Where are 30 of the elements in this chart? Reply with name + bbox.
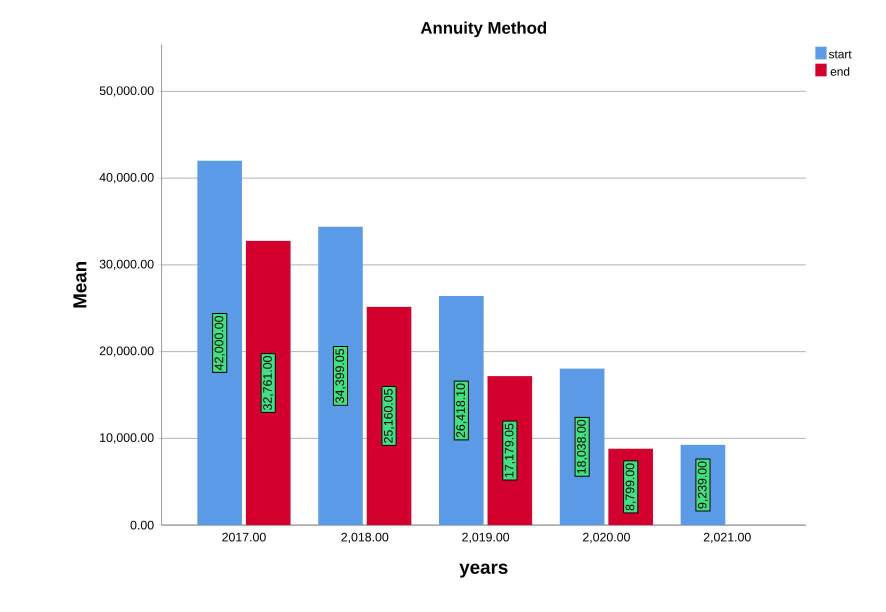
bar [439, 296, 484, 525]
x-tick-label: 2017.00 [222, 532, 266, 542]
x-axis-title: years [459, 563, 508, 578]
data-label: 8,799.00 [626, 463, 636, 510]
data-label: 9,239.00 [698, 461, 708, 508]
bar [318, 226, 363, 525]
y-tick-label: 10,000.00 [100, 433, 154, 444]
chart-title: Annuity Method [420, 21, 546, 38]
data-label: 42,000.00 [214, 316, 225, 370]
bar [246, 240, 291, 525]
data-label: 26,418.10 [456, 383, 466, 438]
bar [366, 306, 412, 525]
x-tick-label: 2,018.00 [341, 532, 388, 543]
data-label: 34,399.05 [335, 348, 346, 403]
y-axis-title: Mean [73, 262, 86, 308]
y-tick-label: 20,000.00 [100, 346, 154, 357]
y-tick-label: 30,000.00 [100, 260, 154, 270]
x-tick-label: 2,020.00 [583, 532, 630, 543]
y-tick-label: 50,000.00 [100, 86, 154, 96]
data-label: 32,761.00 [263, 356, 274, 410]
legend-label: end [830, 66, 850, 76]
data-label: 25,160.05 [384, 388, 394, 443]
x-tick-label: 2,019.00 [462, 532, 510, 543]
bar [197, 160, 242, 525]
data-label: 18,038.00 [577, 420, 588, 474]
y-tick-label: 40,000.00 [99, 172, 154, 184]
y-tick-label: 0.00 [130, 520, 154, 530]
legend-label: start [828, 50, 852, 58]
x-tick-label: 2,021.00 [704, 532, 751, 543]
data-label: 17,179.05 [504, 424, 515, 477]
